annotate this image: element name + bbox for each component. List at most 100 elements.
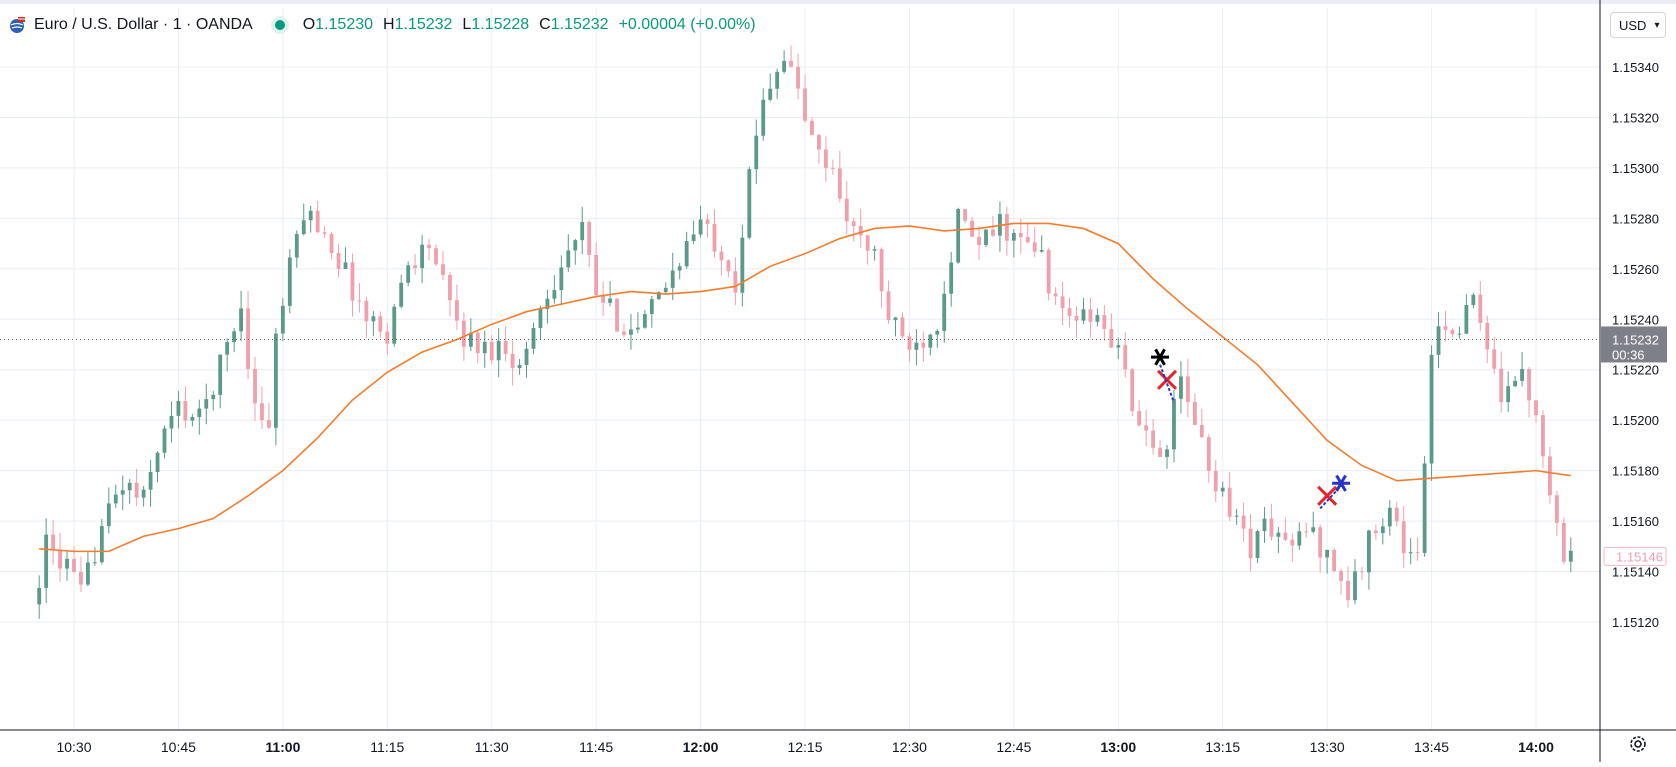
candle-body <box>1548 456 1552 496</box>
y-tick-label: 1.15320 <box>1612 110 1659 125</box>
candle-body <box>1018 232 1023 238</box>
candle-body <box>37 587 42 605</box>
annotation-dashed-line <box>1319 485 1342 510</box>
candle-body <box>1179 376 1183 399</box>
candle-body <box>1060 296 1065 309</box>
candle-body <box>441 264 445 275</box>
candle-body <box>113 494 118 504</box>
candle-body <box>775 71 780 89</box>
y-tick-label: 1.15300 <box>1612 161 1659 176</box>
symbol-title[interactable]: Euro / U.S. Dollar · 1 · OANDA <box>34 16 253 33</box>
candle-body <box>79 571 83 585</box>
candle-body <box>44 534 49 588</box>
ohlc-open-value: 1.15230 <box>315 16 374 33</box>
candle-body <box>907 336 912 350</box>
candle-body <box>552 290 557 299</box>
candle-body <box>963 209 968 221</box>
candle-body <box>1234 515 1239 517</box>
candle-body <box>754 135 759 170</box>
ohlc-close-key: C <box>539 16 551 33</box>
candle-body <box>837 168 842 199</box>
marker-price-badge <box>1603 546 1667 566</box>
candle-body <box>698 219 703 235</box>
candle-body <box>1172 398 1176 450</box>
y-tick-label: 1.15280 <box>1612 211 1659 226</box>
candle-body <box>886 291 891 321</box>
candle-body <box>1011 232 1016 241</box>
y-tick-label: 1.15200 <box>1612 413 1659 428</box>
candle-body <box>1081 309 1086 321</box>
candle-body <box>761 99 766 136</box>
candle-body <box>663 287 668 293</box>
candle-body <box>329 233 334 254</box>
candle-body <box>977 236 981 246</box>
candle-body <box>594 254 599 296</box>
candle-body <box>427 244 431 249</box>
candle-body <box>900 317 905 337</box>
chevron-down-icon: ▾ <box>1654 19 1660 31</box>
candle-body <box>1192 401 1197 425</box>
candle-body <box>1318 527 1323 558</box>
candle-body <box>58 550 62 569</box>
candle-body <box>1408 552 1413 554</box>
globe-flag-icon[interactable] <box>8 16 26 34</box>
candle-body <box>176 400 181 416</box>
candle-body <box>914 342 919 350</box>
candle-body <box>1185 376 1190 402</box>
legend-bar: Euro / U.S. Dollar · 1 · OANDA O 1.15230… <box>8 12 766 38</box>
candle-body <box>1478 294 1483 323</box>
candle-body <box>1276 532 1281 537</box>
candle-body <box>573 240 578 251</box>
candle-body <box>1415 552 1420 554</box>
candle-body <box>1067 308 1072 317</box>
candle-body <box>1088 309 1093 322</box>
candle-body <box>1053 293 1058 297</box>
candle-body <box>1102 315 1107 329</box>
candle-body <box>670 270 675 288</box>
candle-body <box>1422 463 1427 553</box>
candle-body <box>1366 530 1371 573</box>
candle-body <box>246 308 250 369</box>
candle-body <box>1297 531 1302 546</box>
candle-body <box>406 265 411 283</box>
candle-body <box>434 248 438 265</box>
candle-body <box>559 267 564 291</box>
candle-body <box>1373 530 1378 534</box>
candle-body <box>1123 345 1128 370</box>
candle-body <box>232 331 237 343</box>
candle-body <box>1534 400 1538 416</box>
candle-body <box>343 262 348 269</box>
candle-body <box>517 364 522 369</box>
candle-body <box>1464 304 1469 334</box>
candle-body <box>1429 354 1434 464</box>
candle-body <box>1283 532 1288 540</box>
candle-body <box>1561 522 1566 562</box>
settings-icon[interactable] <box>1626 732 1650 756</box>
candle-body <box>622 331 626 335</box>
y-tick-label: 1.15160 <box>1612 514 1659 529</box>
candle-body <box>308 210 313 221</box>
candle-body <box>260 403 264 421</box>
candle-body <box>1520 368 1524 381</box>
currency-label: USD <box>1619 17 1647 33</box>
candle-body <box>872 249 877 251</box>
candle-body <box>294 234 299 258</box>
currency-select[interactable]: USD ▾ <box>1610 12 1666 38</box>
candle-body <box>1130 369 1135 412</box>
candle-body <box>858 225 863 236</box>
candle-body <box>608 298 612 303</box>
candle-body <box>1227 487 1232 517</box>
candle-body <box>134 482 139 498</box>
ohlc-low-key: L <box>462 16 472 33</box>
candle-body <box>183 400 188 421</box>
candle-body <box>301 220 306 235</box>
candle-body <box>218 354 223 395</box>
candle-body <box>65 558 69 569</box>
candle-body <box>1137 411 1142 426</box>
ohlc-open-key: O <box>302 16 316 33</box>
candle-body <box>1554 495 1559 523</box>
candle-body <box>92 562 97 564</box>
